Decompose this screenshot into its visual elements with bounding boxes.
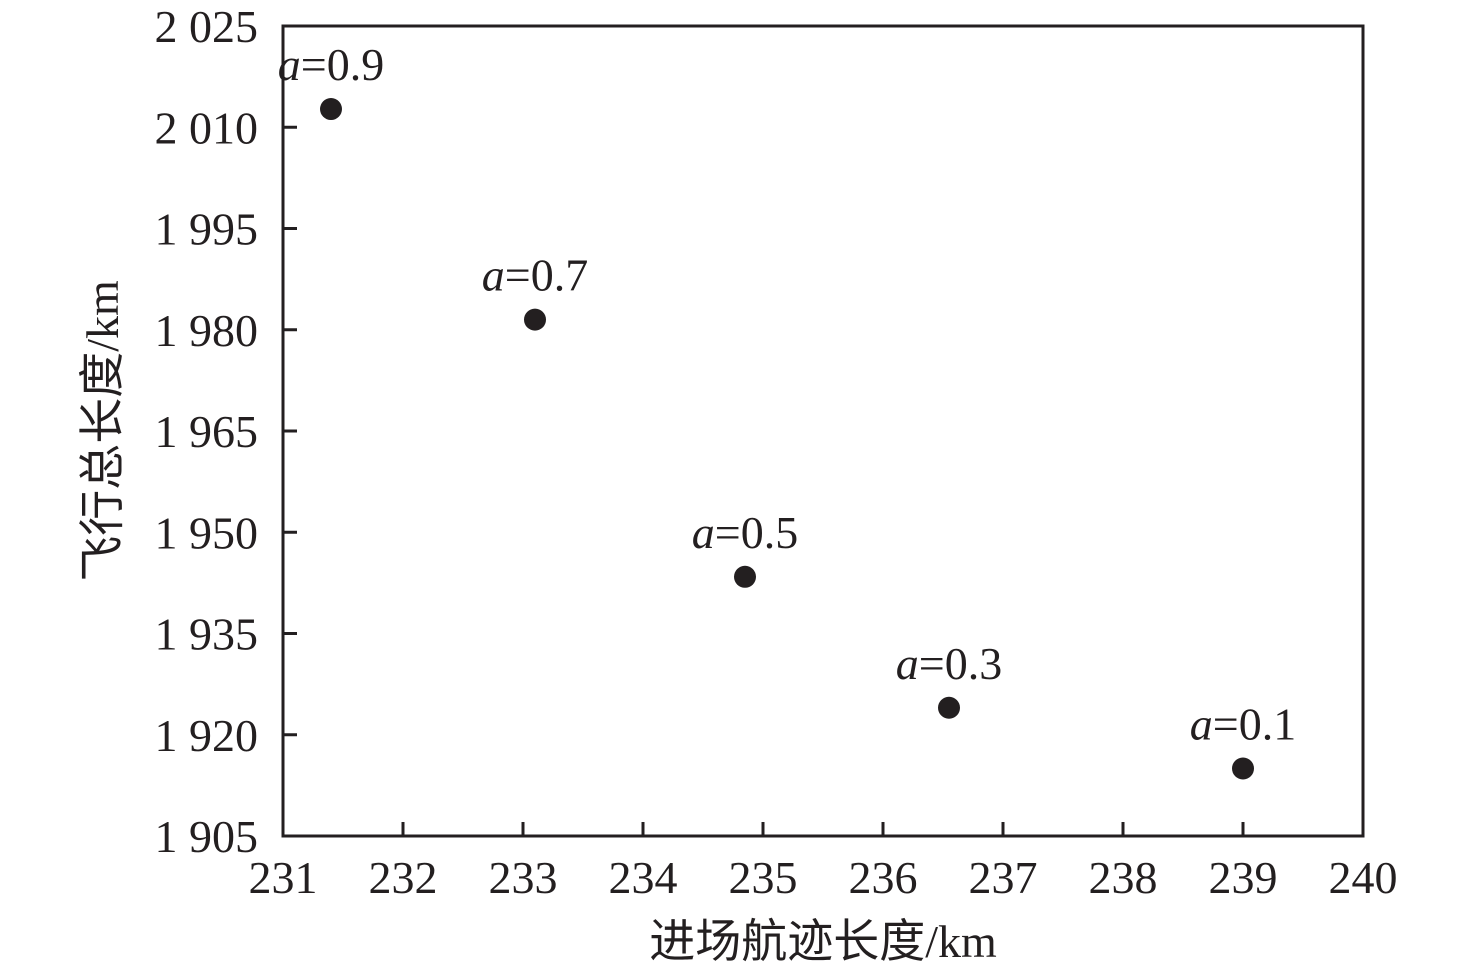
point-label-variable: a — [692, 507, 715, 558]
data-point — [734, 565, 756, 588]
data-point — [524, 308, 546, 331]
x-tick-label: 240 — [1329, 852, 1398, 903]
y-tick-label: 1 950 — [155, 507, 259, 558]
x-axis-ticks: 231 232 233 234 235 236 237 238 239 240 — [249, 822, 1398, 903]
point-label: a=0.9 — [278, 39, 384, 90]
point-label-value: =0.5 — [715, 507, 798, 558]
x-tick-label: 234 — [609, 852, 678, 903]
x-tick-label: 235 — [729, 852, 798, 903]
y-tick-label: 1 980 — [155, 305, 259, 356]
y-tick-label: 2 010 — [155, 102, 259, 153]
x-tick-label: 236 — [849, 852, 918, 903]
y-tick-label: 2 025 — [155, 1, 259, 52]
y-tick-label: 1 905 — [155, 811, 259, 862]
x-tick-label: 232 — [369, 852, 438, 903]
y-tick-label: 1 965 — [155, 406, 259, 457]
point-label-value: =0.7 — [505, 250, 588, 301]
point-label-value: =0.3 — [919, 638, 1002, 689]
x-tick-label: 238 — [1089, 852, 1158, 903]
plot-frame — [281, 24, 1365, 838]
x-tick-label: 239 — [1209, 852, 1278, 903]
point-label-value: =0.1 — [1213, 699, 1296, 750]
point-label-variable: a — [278, 39, 301, 90]
x-axis-label: 进场航迹长度/km — [649, 916, 997, 967]
y-tick-label: 1 920 — [155, 710, 259, 761]
x-tick-label: 233 — [489, 852, 558, 903]
point-label-variable: a — [482, 250, 505, 301]
point-label-value: =0.9 — [301, 39, 384, 90]
point-label-variable: a — [1190, 699, 1213, 750]
point-label-variable: a — [896, 638, 919, 689]
y-tick-label: 1 935 — [155, 609, 259, 660]
point-label: a=0.3 — [896, 638, 1002, 689]
point-label: a=0.1 — [1190, 699, 1296, 750]
x-tick-label: 237 — [969, 852, 1038, 903]
data-point — [1232, 757, 1254, 780]
y-tick-label: 1 995 — [155, 204, 259, 255]
data-point — [320, 98, 342, 121]
point-label: a=0.7 — [482, 250, 588, 301]
x-tick-label: 231 — [249, 852, 318, 903]
point-label: a=0.5 — [692, 507, 798, 558]
y-axis-ticks: 1 905 1 920 1 935 1 950 1 965 1 980 1 995 2 010… — [155, 1, 297, 862]
y-axis-label: 飞行总长度/km — [77, 280, 128, 582]
data-point — [938, 696, 960, 719]
data-points: a=0.9a=0.7a=0.5a=0.3a=0.1 — [278, 39, 1296, 780]
